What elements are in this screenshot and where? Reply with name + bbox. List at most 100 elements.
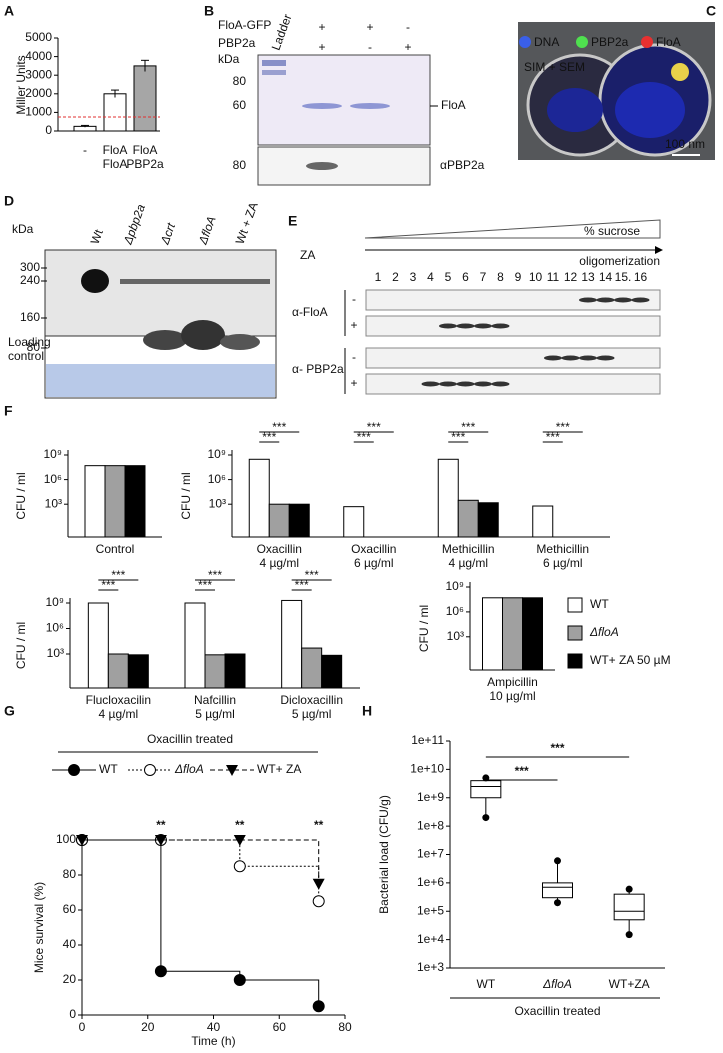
y-tick-label: 3000 bbox=[25, 67, 52, 81]
band bbox=[143, 330, 187, 350]
point bbox=[625, 931, 633, 939]
y-axis-label: Mice survival (%) bbox=[32, 882, 46, 973]
fraction-label: 8 bbox=[497, 270, 504, 284]
y-tick-label: 20 bbox=[63, 972, 77, 986]
x-tick-label: Flucloxacilin 4 µg/ml bbox=[86, 693, 151, 721]
fraction-label: 9 bbox=[515, 270, 522, 284]
legend-marker bbox=[226, 765, 238, 776]
y-tick-label: 1e+9 bbox=[417, 790, 444, 804]
y-tick-label: 2000 bbox=[25, 86, 52, 100]
y-tick-label: 4000 bbox=[25, 49, 52, 63]
x-tick-label: Control bbox=[96, 542, 135, 556]
step-segment bbox=[160, 970, 241, 980]
sig-label: *** bbox=[305, 568, 319, 582]
step-segment bbox=[239, 979, 320, 1007]
sig-label: *** bbox=[451, 430, 465, 444]
step-segment bbox=[239, 865, 320, 902]
x-tick-label: ΔfloA bbox=[542, 977, 572, 991]
band bbox=[350, 103, 390, 109]
band bbox=[491, 323, 510, 329]
lane-label: ΔfloA bbox=[195, 214, 218, 247]
marker bbox=[312, 895, 325, 908]
x-tick-label: Oxacillin 6 µg/ml bbox=[351, 542, 396, 570]
sig-label: *** bbox=[550, 741, 564, 755]
y-tick-label: 10³ bbox=[45, 496, 62, 510]
band-label: FloA bbox=[441, 98, 466, 112]
gel-d bbox=[44, 249, 277, 337]
bar bbox=[107, 653, 129, 689]
chart-title: Oxacillin treated bbox=[147, 732, 233, 746]
band bbox=[220, 334, 260, 350]
band bbox=[491, 381, 510, 387]
row-sign: - bbox=[352, 350, 356, 364]
marker-label: 80 bbox=[233, 74, 247, 88]
band bbox=[456, 323, 475, 329]
y-tick-label: 1e+5 bbox=[417, 903, 444, 917]
panel-label: C bbox=[706, 3, 716, 19]
bar bbox=[532, 505, 554, 538]
bar bbox=[103, 93, 127, 132]
x-tick-label: FloA PBP2a bbox=[126, 143, 164, 171]
y-tick-label: 10⁶ bbox=[208, 472, 226, 486]
kda-label: kDa bbox=[12, 222, 34, 236]
fraction-label: 16 bbox=[634, 270, 648, 284]
gradient-wedge bbox=[364, 219, 661, 239]
fraction-label: 14 bbox=[599, 270, 613, 284]
row-label: FloA-GFP bbox=[218, 18, 271, 32]
sig-label: *** bbox=[515, 764, 529, 778]
x-tick-label: 60 bbox=[273, 1020, 287, 1034]
band bbox=[439, 381, 457, 387]
fraction-label: 15. bbox=[615, 270, 632, 284]
x-tick-label: - bbox=[83, 143, 87, 157]
band bbox=[306, 162, 338, 170]
gel-bottom bbox=[257, 146, 431, 186]
band bbox=[544, 355, 562, 361]
box bbox=[470, 780, 502, 799]
panel-label: E bbox=[288, 213, 297, 229]
point bbox=[554, 899, 561, 907]
bar bbox=[457, 499, 479, 538]
marker-label: 80 bbox=[233, 158, 247, 172]
gradient-label: % sucrose bbox=[584, 224, 640, 238]
sig-label: *** bbox=[101, 578, 115, 592]
fraction-label: 7 bbox=[480, 270, 487, 284]
legend-label: WT+ ZA 50 µM bbox=[590, 653, 671, 667]
gel-top bbox=[257, 54, 431, 146]
legend-marker bbox=[144, 764, 156, 776]
band bbox=[579, 355, 597, 361]
band bbox=[561, 355, 580, 361]
y-tick-label: 5000 bbox=[25, 30, 52, 44]
antibody-label: α- PBP2a bbox=[292, 362, 344, 376]
legend-dot bbox=[576, 36, 588, 48]
bar bbox=[133, 65, 157, 132]
sig-label: *** bbox=[208, 568, 222, 582]
bar bbox=[87, 602, 109, 689]
sig-label: *** bbox=[546, 430, 560, 444]
x-tick-label: Methicillin 6 µg/ml bbox=[536, 542, 589, 570]
y-tick-label: 10⁹ bbox=[46, 595, 65, 609]
y-tick-label: 1000 bbox=[25, 105, 52, 119]
lane-label: Wt bbox=[88, 227, 106, 246]
fraction-label: 6 bbox=[462, 270, 469, 284]
legend-marker bbox=[68, 764, 80, 776]
panel-label: G bbox=[4, 703, 15, 719]
legend-dot bbox=[641, 36, 653, 48]
annotation: ** bbox=[156, 818, 166, 832]
x-tick-label: Oxacillin 4 µg/ml bbox=[257, 542, 302, 570]
marker bbox=[154, 835, 167, 846]
sig-label: *** bbox=[367, 420, 381, 434]
x-axis-label: Oxacillin treated bbox=[514, 1004, 600, 1018]
y-tick-label: 80 bbox=[63, 867, 77, 881]
legend-label: ΔfloA bbox=[589, 625, 619, 639]
bar bbox=[224, 653, 246, 689]
bar bbox=[477, 502, 499, 538]
bar bbox=[301, 647, 323, 689]
direction-label: oligomerization bbox=[579, 254, 660, 268]
bar bbox=[321, 654, 343, 689]
row-label: PBP2a bbox=[218, 36, 256, 50]
marker bbox=[233, 974, 246, 986]
band bbox=[474, 323, 492, 329]
step-segment bbox=[160, 839, 241, 867]
x-tick-label: Dicloxacillin 5 µg/ml bbox=[280, 693, 343, 721]
sign: + bbox=[318, 20, 325, 34]
